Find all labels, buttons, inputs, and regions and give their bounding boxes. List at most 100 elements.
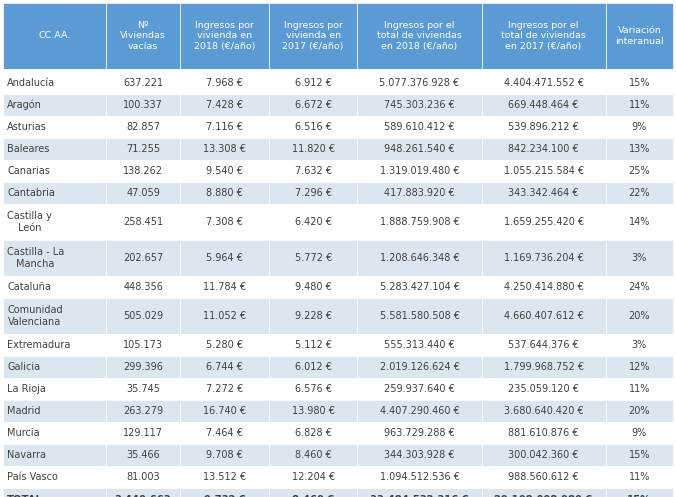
Bar	[106, 182, 180, 204]
Text: 6.744 €: 6.744 €	[206, 362, 243, 372]
Text: 11.820 €: 11.820 €	[291, 144, 335, 154]
Text: Ingresos por el
total de viviendas
en 2017 (€/año): Ingresos por el total de viviendas en 20…	[501, 21, 586, 51]
Text: 5.112 €: 5.112 €	[295, 340, 332, 350]
Bar	[3, 422, 106, 444]
Bar	[180, 298, 269, 334]
Bar	[3, 356, 106, 378]
Bar	[358, 400, 481, 422]
Text: 6.420 €: 6.420 €	[295, 217, 332, 227]
Text: 3%: 3%	[631, 340, 647, 350]
Bar	[180, 488, 269, 497]
Text: 35.745: 35.745	[126, 384, 160, 394]
Bar	[269, 298, 358, 334]
Text: 963.729.288 €: 963.729.288 €	[384, 428, 455, 438]
Bar	[106, 240, 180, 276]
Bar	[269, 116, 358, 138]
Text: 24%: 24%	[629, 282, 650, 292]
Bar	[269, 204, 358, 240]
Bar	[481, 298, 606, 334]
Bar	[269, 138, 358, 160]
Text: Baleares: Baleares	[7, 144, 49, 154]
Text: 20%: 20%	[629, 406, 650, 416]
Bar	[358, 160, 481, 182]
Text: 881.610.876 €: 881.610.876 €	[508, 428, 579, 438]
Text: 11.784 €: 11.784 €	[203, 282, 246, 292]
Bar	[3, 240, 106, 276]
Bar	[3, 488, 106, 497]
Bar	[180, 378, 269, 400]
Bar	[106, 276, 180, 298]
Bar	[481, 400, 606, 422]
Bar	[180, 422, 269, 444]
Bar	[358, 240, 481, 276]
Text: 35.466: 35.466	[126, 450, 160, 460]
Bar	[3, 298, 106, 334]
Text: 9.732 €: 9.732 €	[203, 495, 245, 497]
Text: 5.581.580.508 €: 5.581.580.508 €	[379, 311, 460, 321]
Bar	[3, 138, 106, 160]
Text: 300.042.360 €: 300.042.360 €	[508, 450, 579, 460]
Bar	[269, 400, 358, 422]
Text: 235.059.120 €: 235.059.120 €	[508, 384, 579, 394]
Bar	[269, 72, 358, 94]
Bar	[180, 466, 269, 488]
Text: 5.772 €: 5.772 €	[295, 253, 332, 263]
Bar	[269, 334, 358, 356]
Text: 6.828 €: 6.828 €	[295, 428, 332, 438]
Text: 15%: 15%	[627, 495, 652, 497]
Text: 9%: 9%	[631, 428, 647, 438]
Text: 3.680.640.420 €: 3.680.640.420 €	[504, 406, 583, 416]
Bar	[269, 276, 358, 298]
Bar	[358, 466, 481, 488]
Bar	[106, 204, 180, 240]
Bar	[106, 488, 180, 497]
Text: 105.173: 105.173	[123, 340, 163, 350]
Bar	[180, 356, 269, 378]
Bar	[106, 160, 180, 182]
Text: 1.055.215.584 €: 1.055.215.584 €	[504, 166, 583, 176]
Bar	[180, 3, 269, 69]
Text: 81.003: 81.003	[126, 472, 160, 482]
Bar	[3, 69, 673, 72]
Bar	[481, 204, 606, 240]
Text: 20%: 20%	[629, 311, 650, 321]
Bar	[481, 182, 606, 204]
Text: 1.888.759.908 €: 1.888.759.908 €	[380, 217, 460, 227]
Bar	[358, 138, 481, 160]
Bar	[3, 466, 106, 488]
Text: 417.883.920 €: 417.883.920 €	[384, 188, 455, 198]
Bar	[481, 276, 606, 298]
Text: TOTAL: TOTAL	[7, 495, 43, 497]
Text: 537.644.376 €: 537.644.376 €	[508, 340, 579, 350]
Bar	[606, 422, 673, 444]
Text: Extremadura: Extremadura	[7, 340, 70, 350]
Bar	[180, 400, 269, 422]
Text: 8.460 €: 8.460 €	[295, 450, 331, 460]
Text: 5.280 €: 5.280 €	[206, 340, 243, 350]
Bar	[3, 72, 106, 94]
Text: 988.560.612 €: 988.560.612 €	[508, 472, 579, 482]
Text: 7.116 €: 7.116 €	[206, 122, 243, 132]
Text: 13%: 13%	[629, 144, 650, 154]
Bar	[106, 72, 180, 94]
Text: 4.404.471.552 €: 4.404.471.552 €	[504, 78, 583, 88]
Bar	[3, 400, 106, 422]
Text: 22%: 22%	[629, 188, 650, 198]
Text: 637.221: 637.221	[123, 78, 163, 88]
Bar	[269, 3, 358, 69]
Text: 539.896.212 €: 539.896.212 €	[508, 122, 579, 132]
Bar	[358, 334, 481, 356]
Bar	[3, 444, 106, 466]
Text: 9.480 €: 9.480 €	[295, 282, 331, 292]
Text: 7.464 €: 7.464 €	[206, 428, 243, 438]
Bar	[106, 94, 180, 116]
Text: Comunidad
Valenciana: Comunidad Valenciana	[7, 305, 63, 327]
Bar	[106, 356, 180, 378]
Bar	[358, 422, 481, 444]
Text: 7.308 €: 7.308 €	[206, 217, 243, 227]
Bar	[358, 182, 481, 204]
Text: 1.208.646.348 €: 1.208.646.348 €	[380, 253, 460, 263]
Text: 842.234.100 €: 842.234.100 €	[508, 144, 579, 154]
Bar	[606, 334, 673, 356]
Bar	[3, 276, 106, 298]
